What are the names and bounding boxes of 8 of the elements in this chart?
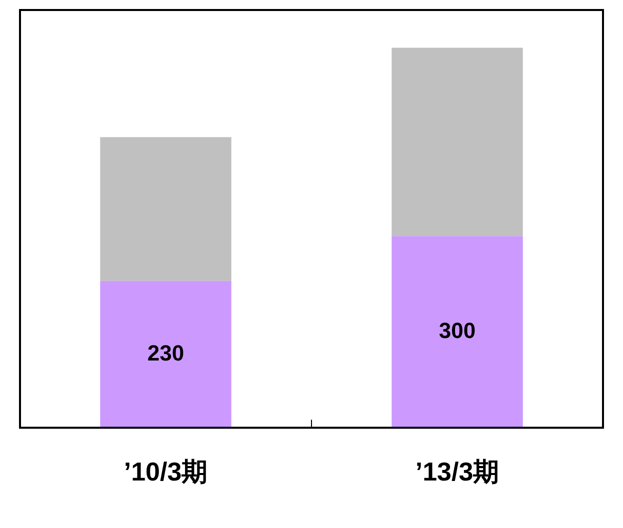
bar [392,48,523,236]
data-label: 230 [147,340,184,366]
bar [392,236,523,428]
bar [100,280,232,428]
x-tick-label: ’10/3期 [124,456,208,487]
bar [100,137,232,281]
x-tick-label: ’13/3期 [415,456,500,487]
data-label: 300 [438,318,476,344]
